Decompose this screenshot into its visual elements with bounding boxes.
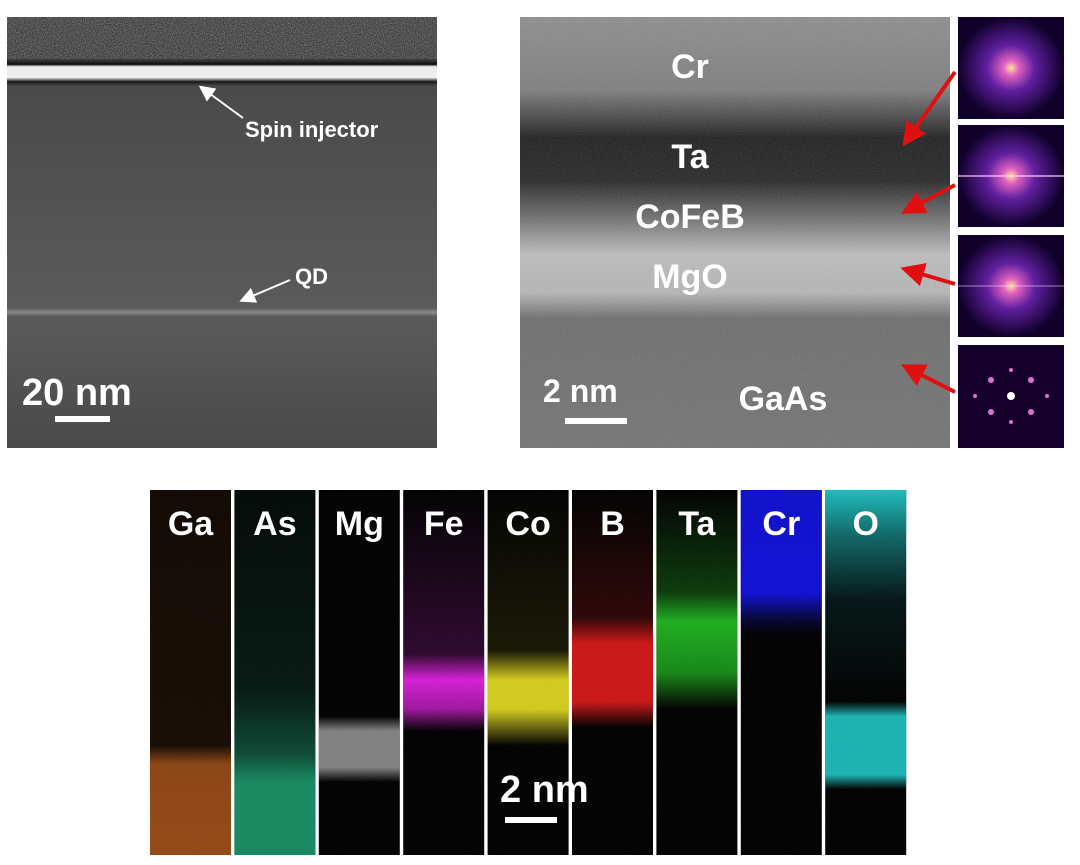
eds-texture: [572, 490, 653, 855]
stem-image: [7, 17, 437, 448]
scale-label: 2 nm: [500, 769, 589, 811]
red-arrow: [900, 183, 956, 214]
annotation: QD: [295, 264, 328, 289]
eds-texture: [150, 490, 231, 855]
red-arrow: [900, 364, 956, 394]
annotation: Spin injector: [245, 117, 379, 142]
eds-texture: [487, 490, 569, 855]
scale-label: 2 nm: [543, 373, 618, 409]
fft-image: [958, 17, 1064, 119]
eds-texture: [403, 490, 485, 855]
eds-texture: [825, 490, 907, 855]
fft-spots: [973, 368, 1049, 424]
arrow: [198, 85, 244, 119]
red-arrow: [902, 70, 957, 147]
eds-texture: [318, 490, 400, 855]
element-label: Co: [505, 505, 550, 543]
element-label: Ta: [678, 505, 716, 543]
element-label: As: [253, 505, 296, 543]
layer-label: Ta: [671, 138, 709, 176]
scale-bar: [565, 418, 627, 424]
element-label: Ga: [168, 505, 214, 543]
element-label: Cr: [762, 505, 800, 543]
scale-label: 20 nm: [22, 372, 132, 414]
scale-bar: [55, 416, 110, 422]
red-arrow: [900, 263, 956, 287]
layer-label: GaAs: [739, 380, 828, 418]
fft-insets: [900, 17, 1064, 448]
layer-label: CoFeB: [635, 198, 745, 236]
element-label: Mg: [335, 505, 384, 543]
stem-panel: Spin injector QD 20 nm: [7, 17, 437, 448]
eds-texture: [656, 490, 738, 855]
element-label: Fe: [424, 505, 464, 543]
element-label: B: [600, 505, 625, 543]
eds-texture: [234, 490, 316, 855]
eds-texture: [740, 490, 822, 855]
scale-bar: [505, 817, 557, 823]
eds-maps: Ga As Mg Fe Co B Ta Cr O: [150, 490, 907, 855]
element-label: O: [852, 505, 878, 543]
stem-texture: [7, 17, 437, 59]
hrtem-panel: Cr Ta CoFeB MgO GaAs 2 nm: [520, 17, 950, 448]
layer-label: MgO: [652, 258, 728, 296]
layer-label: Cr: [671, 48, 709, 86]
arrow: [239, 279, 291, 303]
hrtem-texture: [520, 17, 950, 448]
